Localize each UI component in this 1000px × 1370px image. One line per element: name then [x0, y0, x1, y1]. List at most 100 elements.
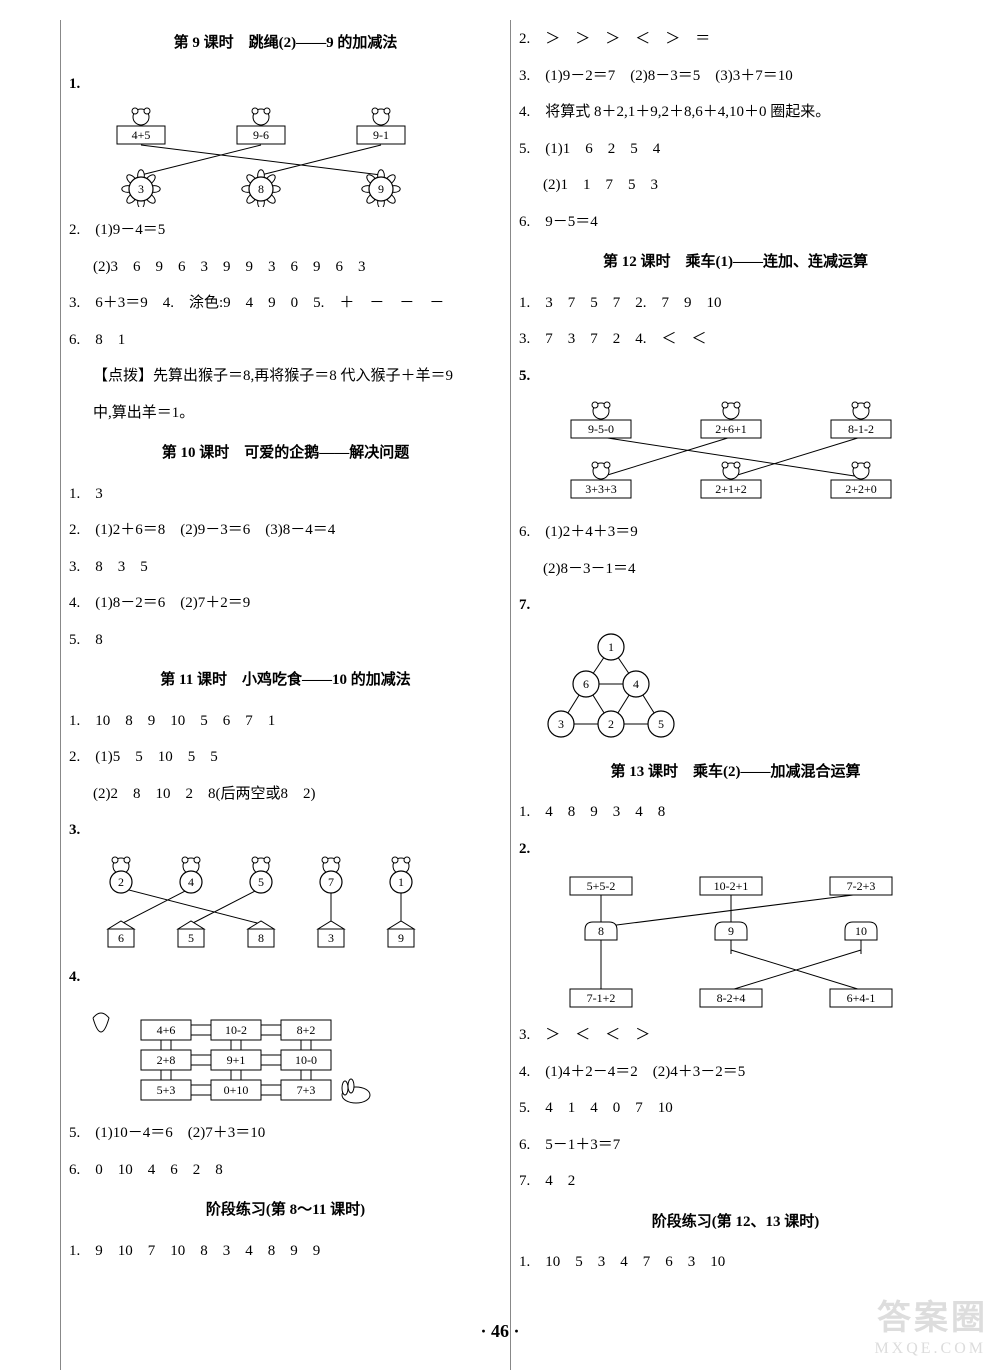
svg-text:2+8: 2+8 [157, 1053, 176, 1067]
svg-text:3: 3 [328, 930, 334, 944]
s11-2a: 2. (1)5 5 10 5 5 [69, 740, 502, 775]
s11-3-diagram: 2457165839 [81, 854, 502, 954]
hint-line1: 【点拨】先算出猴子＝8,再将猴子＝8 代入猴子＋羊＝9 [69, 359, 502, 394]
s13-7: 7. 4 2 [519, 1164, 952, 1199]
watermark-url: MXQE.COM [874, 1331, 986, 1368]
s12-6b: (2)8－3－1＝4 [519, 552, 952, 587]
svg-text:9-5-0: 9-5-0 [588, 422, 614, 436]
svg-text:9: 9 [378, 182, 384, 196]
svg-text:4+6: 4+6 [157, 1023, 176, 1037]
svg-text:3+3+3: 3+3+3 [585, 482, 617, 496]
q3: 3. 6＋3＝9 4. 涂色:9 4 9 0 5. ＋ － － － [69, 286, 502, 321]
svg-text:2: 2 [608, 716, 614, 730]
svg-text:9: 9 [728, 924, 734, 938]
svg-text:6+4-1: 6+4-1 [847, 991, 876, 1005]
r4b: (2)1 1 7 5 3 [519, 168, 952, 203]
s11-1: 1. 10 8 9 10 5 6 7 1 [69, 704, 502, 739]
svg-text:5: 5 [658, 716, 664, 730]
s13-1: 1. 4 8 9 3 4 8 [519, 795, 952, 830]
lesson-13-heading: 第 13 课时 乘车(2)——加减混合运算 [519, 755, 952, 790]
r2: 3. (1)9－2＝7 (2)8－3＝5 (3)3＋7＝10 [519, 59, 952, 94]
left-column: 第 9 课时 跳绳(2)——9 的加减法 1. 4+5 9-6 9-1 3 8 9 2. … [60, 20, 510, 1370]
s10-4: 4. (1)8－2＝6 (2)7＋2＝9 [69, 586, 502, 621]
page-container: 第 9 课时 跳绳(2)——9 的加减法 1. 4+5 9-6 9-1 3 8 9 2. … [0, 0, 1000, 1370]
svg-text:0+10: 0+10 [224, 1083, 249, 1097]
svg-text:7-1+2: 7-1+2 [587, 991, 616, 1005]
svg-text:10-2+1: 10-2+1 [714, 879, 749, 893]
svg-text:10-0: 10-0 [295, 1053, 317, 1067]
svg-text:8-2+4: 8-2+4 [717, 991, 746, 1005]
svg-text:2+1+2: 2+1+2 [715, 482, 747, 496]
sp1: 1. 9 10 7 10 8 3 4 8 9 9 [69, 1234, 502, 1269]
svg-text:8+2: 8+2 [297, 1023, 316, 1037]
s12-3: 3. 7 3 7 2 4. ＜ ＜ [519, 322, 952, 357]
s12-7-label: 7. [519, 588, 952, 623]
stage-practice-2-heading: 阶段练习(第 12、13 课时) [519, 1205, 952, 1240]
s12-5-label: 5. [519, 359, 952, 394]
q2a: 2. (1)9－4＝5 [69, 213, 502, 248]
svg-text:9-1: 9-1 [373, 128, 389, 142]
lesson-9-heading: 第 9 课时 跳绳(2)——9 的加减法 [69, 26, 502, 61]
s13-5: 5. 4 1 4 0 7 10 [519, 1091, 952, 1126]
svg-text:9-6: 9-6 [253, 128, 269, 142]
r3: 4. 将算式 8＋2,1＋9,2＋8,6＋4,10＋0 圈起来。 [519, 95, 952, 130]
s12-7-diagram: 1 6 4 3 2 5 [531, 629, 952, 749]
s11-4-diagram: 4+6 10-2 8+2 2+8 9+1 10-0 5+3 0+10 7+3 [81, 1000, 502, 1110]
hint-line2: 中,算出羊＝1。 [69, 396, 502, 431]
svg-text:2: 2 [118, 874, 124, 888]
q1-label: 1. [69, 67, 502, 102]
svg-text:6: 6 [583, 676, 589, 690]
r5: 6. 9－5＝4 [519, 205, 952, 240]
svg-text:8-1-2: 8-1-2 [848, 422, 874, 436]
s12-6a: 6. (1)2＋4＋3＝9 [519, 515, 952, 550]
svg-text:3: 3 [558, 716, 564, 730]
s10-2: 2. (1)2＋6＝8 (2)9－3＝6 (3)8－4＝4 [69, 513, 502, 548]
r4a: 5. (1)1 6 2 5 4 [519, 132, 952, 167]
s11-2b: (2)2 8 10 2 8(后两空或8 2) [69, 777, 502, 812]
svg-text:7+3: 7+3 [297, 1083, 316, 1097]
s13-3: 3. ＞ ＜ ＜ ＞ [519, 1018, 952, 1053]
svg-text:5+5-2: 5+5-2 [587, 879, 616, 893]
s10-3: 3. 8 3 5 [69, 550, 502, 585]
svg-text:9+1: 9+1 [227, 1053, 246, 1067]
svg-text:9: 9 [398, 930, 404, 944]
q6: 6. 8 1 [69, 323, 502, 358]
s13-2-diagram: 5+5-210-2+17-2+389107-1+28-2+46+4-1 [531, 872, 952, 1012]
right-column: 2. ＞ ＞ ＞ ＜ ＞ ＝ 3. (1)9－2＝7 (2)8－3＝5 (3)3… [510, 20, 960, 1370]
lesson-10-heading: 第 10 课时 可爱的企鹅——解决问题 [69, 436, 502, 471]
s12-1: 1. 3 7 5 7 2. 7 9 10 [519, 286, 952, 321]
page-number: · 46 · [0, 1311, 1000, 1352]
lesson-12-heading: 第 12 课时 乘车(1)——连加、连减运算 [519, 245, 952, 280]
svg-text:1: 1 [608, 639, 614, 653]
lesson-11-heading: 第 11 课时 小鸡吃食——10 的加减法 [69, 663, 502, 698]
s13-6: 6. 5－1＋3＝7 [519, 1128, 952, 1163]
r1: 2. ＞ ＞ ＞ ＜ ＞ ＝ [519, 22, 952, 57]
stage-practice-1-heading: 阶段练习(第 8～11 课时) [69, 1193, 502, 1228]
svg-text:2+6+1: 2+6+1 [715, 422, 747, 436]
svg-text:2+2+0: 2+2+0 [845, 482, 877, 496]
svg-text:1: 1 [398, 874, 404, 888]
svg-text:3: 3 [138, 182, 144, 196]
svg-text:4: 4 [188, 874, 194, 888]
s13-2-label: 2. [519, 832, 952, 867]
q1-diagram: 4+5 9-6 9-1 3 8 9 [81, 107, 502, 207]
s11-6: 6. 0 10 4 6 2 8 [69, 1153, 502, 1188]
s11-5: 5. (1)10－4＝6 (2)7＋3＝10 [69, 1116, 502, 1151]
svg-text:7-2+3: 7-2+3 [847, 879, 876, 893]
svg-text:5: 5 [258, 874, 264, 888]
svg-text:7: 7 [328, 874, 334, 888]
sp2: 1. 10 5 3 4 7 6 3 10 [519, 1245, 952, 1280]
svg-text:10-2: 10-2 [225, 1023, 247, 1037]
s11-3-label: 3. [69, 813, 502, 848]
svg-text:4: 4 [633, 676, 639, 690]
s13-4: 4. (1)4＋2－4＝2 (2)4＋3－2＝5 [519, 1055, 952, 1090]
svg-text:8: 8 [258, 182, 264, 196]
s10-5: 5. 8 [69, 623, 502, 658]
s11-4-label: 4. [69, 960, 502, 995]
q2b: (2)3 6 9 6 3 9 9 3 6 9 6 3 [69, 250, 502, 285]
svg-text:4+5: 4+5 [132, 128, 151, 142]
s10-1: 1. 3 [69, 477, 502, 512]
svg-text:5: 5 [188, 930, 194, 944]
svg-text:5+3: 5+3 [157, 1083, 176, 1097]
svg-text:10: 10 [855, 924, 867, 938]
